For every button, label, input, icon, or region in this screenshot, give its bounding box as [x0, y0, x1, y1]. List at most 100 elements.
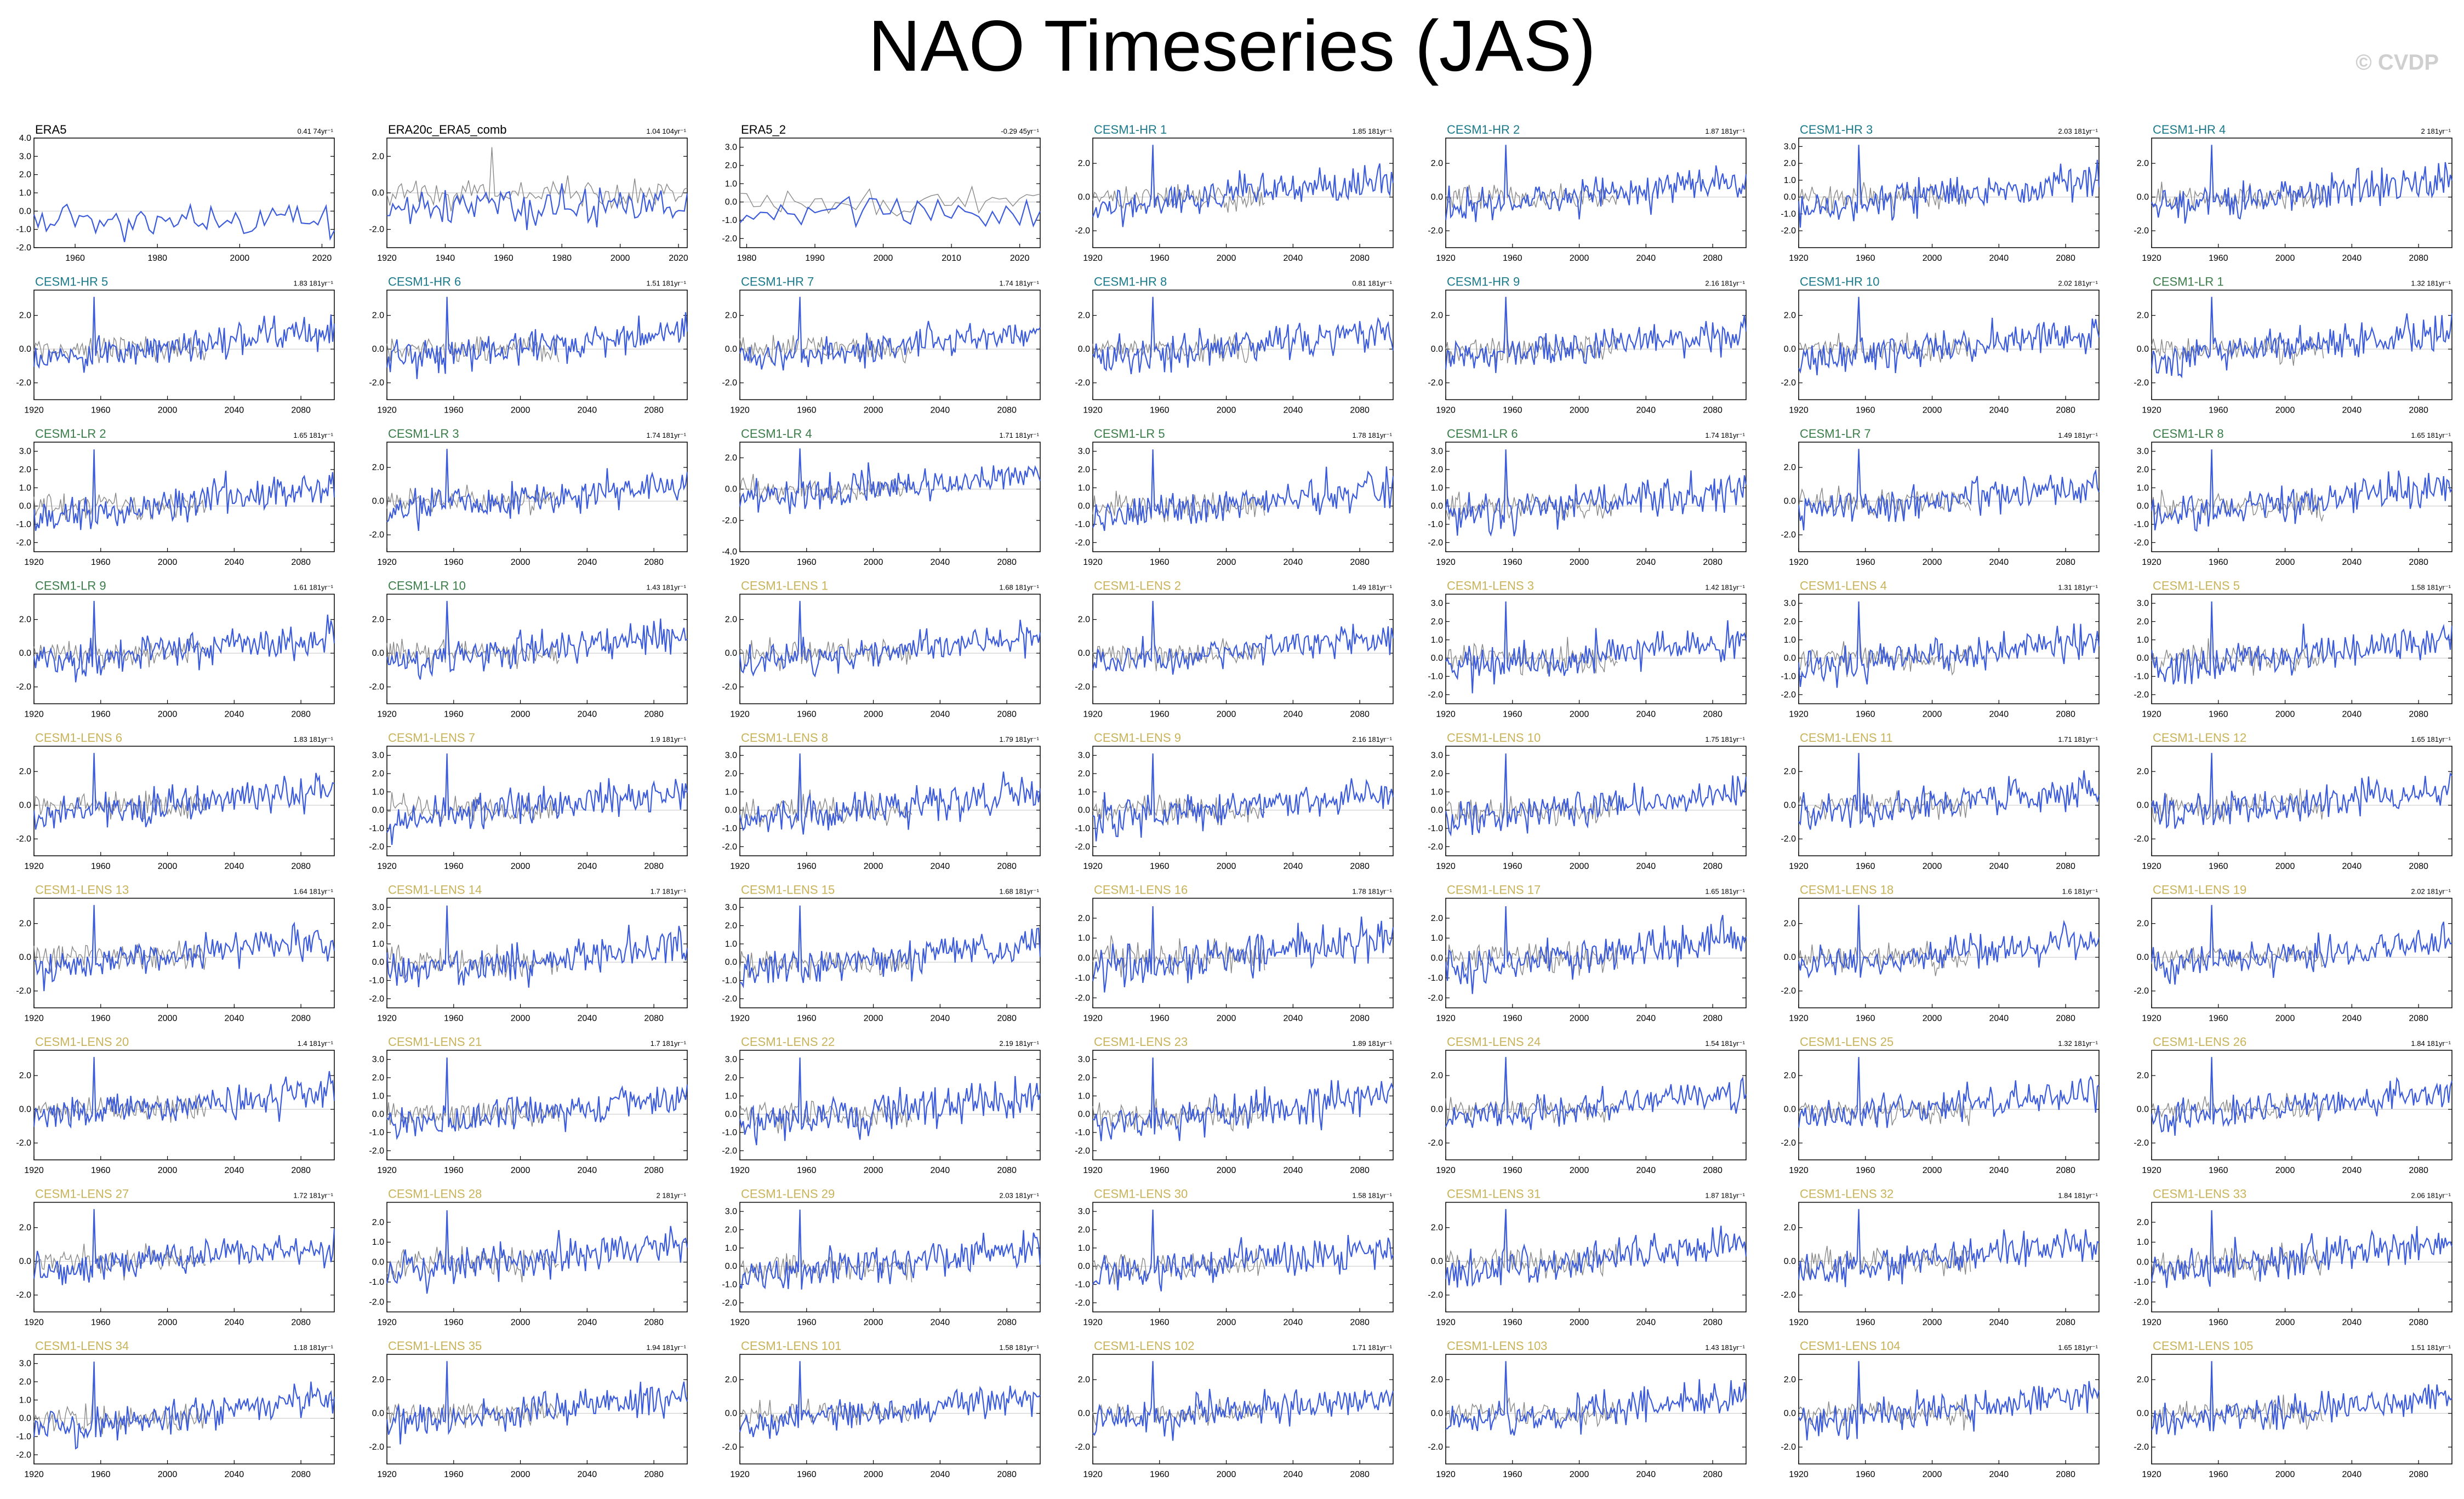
y-tick-label: -2.0: [2134, 1297, 2149, 1307]
y-tick-label: 0.0: [725, 649, 737, 658]
x-tick-label: 2000: [158, 1014, 178, 1023]
x-tick-label: 2080: [1350, 1470, 1370, 1479]
panel-frame: [2151, 593, 2452, 705]
y-tick-label: -2.0: [369, 1297, 384, 1307]
y-tick-label: -2.0: [16, 243, 31, 253]
page-title: NAO Timeseries (JAS): [868, 5, 1596, 86]
y-tick-label: 2.0: [372, 769, 384, 779]
x-tick-label: 2080: [1350, 1014, 1370, 1023]
x-tick-label: 1920: [377, 254, 397, 263]
panel-trend: 1.71 181yr⁻¹: [1352, 1343, 1392, 1352]
x-tick-label: 1960: [2209, 710, 2228, 719]
reference-series: [386, 147, 688, 211]
series-line: [1798, 145, 2100, 228]
x-tick-label: 2080: [1703, 1014, 1722, 1023]
x-tick-label: 1960: [1503, 254, 1522, 263]
x-tick-label: 2040: [931, 1318, 950, 1328]
series-line: [1445, 145, 1747, 222]
panel-frame: [386, 1050, 688, 1160]
x-tick-label: 2040: [931, 710, 950, 719]
y-tick-label: 0.0: [725, 958, 737, 967]
y-tick-label: -2.0: [1781, 1443, 1796, 1452]
series-line: [739, 296, 1041, 371]
panel-frame: [33, 442, 335, 552]
reference-series: [386, 1363, 560, 1428]
x-tick-label: 1920: [1436, 1318, 1456, 1328]
x-tick-label: 2080: [997, 1014, 1017, 1023]
x-tick-label: 2000: [230, 254, 250, 263]
y-tick-label: 0.0: [19, 345, 31, 354]
x-tick-label: 2040: [1636, 710, 1656, 719]
x-tick-label: 2080: [1703, 1318, 1722, 1328]
panel-frame: [1798, 593, 2100, 705]
x-tick-label: 1960: [1503, 710, 1522, 719]
y-tick-label: 0.0: [19, 801, 31, 810]
panel-name: CESM1-HR 6: [388, 275, 461, 289]
y-tick-label: -2.0: [1428, 1291, 1443, 1300]
series-line: [33, 449, 335, 531]
panel-frame: [1445, 442, 1747, 552]
panel-name: CESM1-LENS 34: [35, 1339, 129, 1353]
y-tick-label: 2.0: [372, 311, 384, 321]
x-tick-label: 1960: [797, 406, 817, 415]
x-tick-label: 1960: [1150, 1470, 1170, 1479]
x-tick-label: 1960: [2209, 406, 2228, 415]
y-tick-label: 2.0: [2137, 767, 2149, 776]
y-tick-label: -1.0: [2134, 520, 2149, 529]
y-tick-label: 0.0: [2137, 801, 2149, 810]
series-line: [1092, 600, 1394, 675]
x-tick-label: 2040: [1284, 1470, 1303, 1479]
x-tick-label: 2080: [997, 1318, 1017, 1328]
y-tick-label: 0.0: [1431, 502, 1443, 511]
x-tick-label: 2000: [864, 1470, 883, 1479]
x-tick-label: 2040: [1636, 406, 1656, 415]
reference-series: [2151, 603, 2324, 676]
y-tick-label: 2.0: [19, 615, 31, 625]
y-tick-label: 0.0: [1431, 1409, 1443, 1418]
y-tick-label: 0.0: [725, 806, 737, 815]
y-tick-label: 0.0: [372, 188, 384, 198]
y-tick-label: 2.0: [19, 170, 31, 180]
panel-frame: [739, 1050, 1041, 1160]
y-tick-label: 2.0: [2137, 311, 2149, 321]
x-tick-label: 1960: [2209, 1014, 2228, 1023]
x-tick-label: 2080: [291, 1318, 311, 1328]
panel: CESM1-LENS 4 1.31 181yr⁻¹ 3.0 2.0 1.0 0.0 -1.0…: [1781, 579, 2100, 719]
y-tick-label: 0.0: [1078, 193, 1090, 202]
x-tick-label: 1960: [1150, 1166, 1170, 1175]
y-tick-label: 2.0: [19, 1223, 31, 1233]
y-tick-label: 2.0: [372, 922, 384, 931]
x-tick-label: 1960: [1856, 710, 1875, 719]
x-tick-label: 1960: [2209, 862, 2228, 871]
x-tick-label: 1920: [2142, 1166, 2161, 1175]
panel-name: CESM1-LR 9: [35, 579, 106, 593]
y-tick-label: -2.0: [1075, 1298, 1090, 1308]
x-tick-label: 2000: [1570, 862, 1589, 871]
reference-series: [1092, 602, 1265, 672]
panel-trend: 2.02 181yr⁻¹: [2411, 888, 2451, 896]
x-tick-label: 2080: [291, 1166, 311, 1175]
panel-trend: 1.68 181yr⁻¹: [999, 888, 1039, 896]
series-line: [739, 905, 1041, 989]
panel: CESM1-LENS 6 1.83 181yr⁻¹ 2.0 0.0 -2.0 1920 19…: [16, 731, 335, 871]
y-tick-label: -1.0: [369, 1278, 384, 1287]
y-tick-label: 2.0: [372, 615, 384, 625]
x-tick-label: 2000: [1570, 558, 1589, 567]
x-tick-label: 1920: [1083, 406, 1103, 415]
panel: CESM1-LENS 22 2.19 181yr⁻¹ 3.0 2.0 1.0 0.0 -1.…: [722, 1035, 1041, 1175]
y-tick-label: -2.0: [1075, 379, 1090, 388]
series-line: [2151, 905, 2452, 985]
panel-frame: [739, 593, 1041, 705]
y-tick-label: 2.0: [1784, 767, 1796, 776]
y-tick-label: 2.0: [1078, 1073, 1090, 1083]
x-tick-label: 2040: [578, 558, 597, 567]
x-tick-label: 2080: [2409, 1166, 2428, 1175]
y-tick-label: -1.0: [16, 225, 31, 234]
panel-trend: 1.83 181yr⁻¹: [293, 279, 333, 288]
y-tick-label: 2.0: [1431, 465, 1443, 474]
y-tick-label: -2.0: [722, 683, 737, 692]
x-tick-label: 2040: [1636, 1318, 1656, 1328]
panel-name: CESM1-LENS 16: [1094, 883, 1188, 897]
panel-name: CESM1-LENS 5: [2153, 579, 2240, 593]
x-tick-label: 2080: [2409, 558, 2428, 567]
